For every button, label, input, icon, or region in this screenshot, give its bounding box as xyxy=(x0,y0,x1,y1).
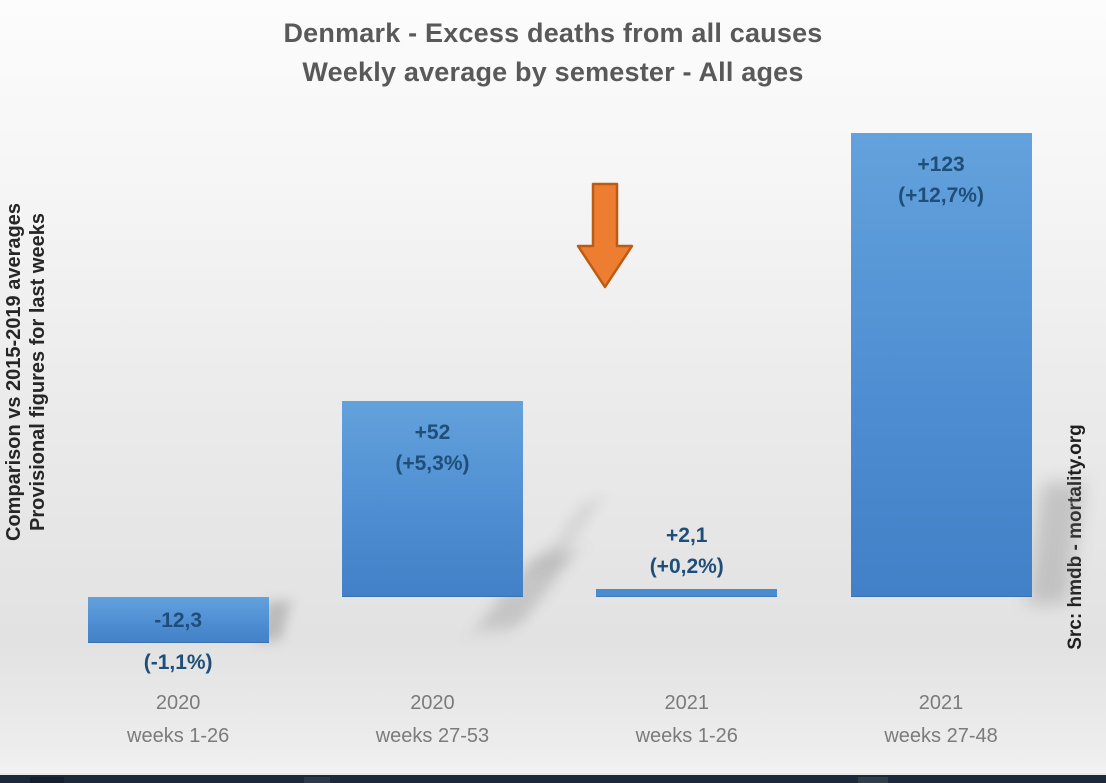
x-axis-category-label: 2021 weeks 27-48 xyxy=(814,691,1068,748)
taskbar-item xyxy=(858,777,888,783)
chart-title-line1: Denmark - Excess deaths from all causes xyxy=(283,18,823,48)
x-axis-category-label: 2020 weeks 1-26 xyxy=(51,691,305,748)
value-label: (+0,2%) xyxy=(649,555,724,578)
category-year: 2020 xyxy=(410,692,455,714)
category-weeks: weeks 27-48 xyxy=(884,725,998,747)
value-label: (+5,3%) xyxy=(395,452,470,475)
category-weeks: weeks 27-53 xyxy=(375,725,490,747)
category-year: 2020 xyxy=(155,692,201,714)
down-arrow-icon xyxy=(576,182,634,289)
chart-title: Denmark - Excess deaths from all causes … xyxy=(0,14,1106,92)
category-weeks: weeks 1-26 xyxy=(635,725,738,747)
category-year: 2021 xyxy=(664,692,710,714)
x-axis-category-label: 2020 weeks 27-53 xyxy=(305,691,559,748)
comparison-annotation-line1: Comparison vs 2015-2019 averages xyxy=(3,203,25,541)
value-label: (-1,1%) xyxy=(143,651,213,674)
chart-title-line2: Weekly average by semester - All ages xyxy=(302,57,804,87)
value-label: (+12,7%) xyxy=(898,184,984,207)
taskbar-item xyxy=(30,777,64,783)
category-year: 2021 xyxy=(918,692,964,714)
value-label: +2,1 xyxy=(666,524,708,547)
bar-2021-weeks-27-48 xyxy=(850,133,1032,597)
taskbar-item xyxy=(304,777,330,783)
value-label: +52 xyxy=(414,421,451,444)
bar-2020-weeks-1-26 xyxy=(87,597,269,643)
value-label: -12,3 xyxy=(154,608,203,632)
bottom-taskbar-strip[interactable] xyxy=(0,773,1106,783)
value-label: +123 xyxy=(917,153,965,176)
x-axis-category-label: 2021 weeks 1-26 xyxy=(560,691,814,748)
category-weeks: weeks 1-26 xyxy=(127,725,230,747)
bar-2021-weeks-1-26 xyxy=(596,589,778,597)
comparison-annotation: Comparison vs 2015-2019 averages Provisi… xyxy=(2,172,50,572)
comparison-annotation-line2: Provisional figures for last weeks xyxy=(27,213,49,531)
bar-2020-weeks-27-53 xyxy=(341,401,523,597)
